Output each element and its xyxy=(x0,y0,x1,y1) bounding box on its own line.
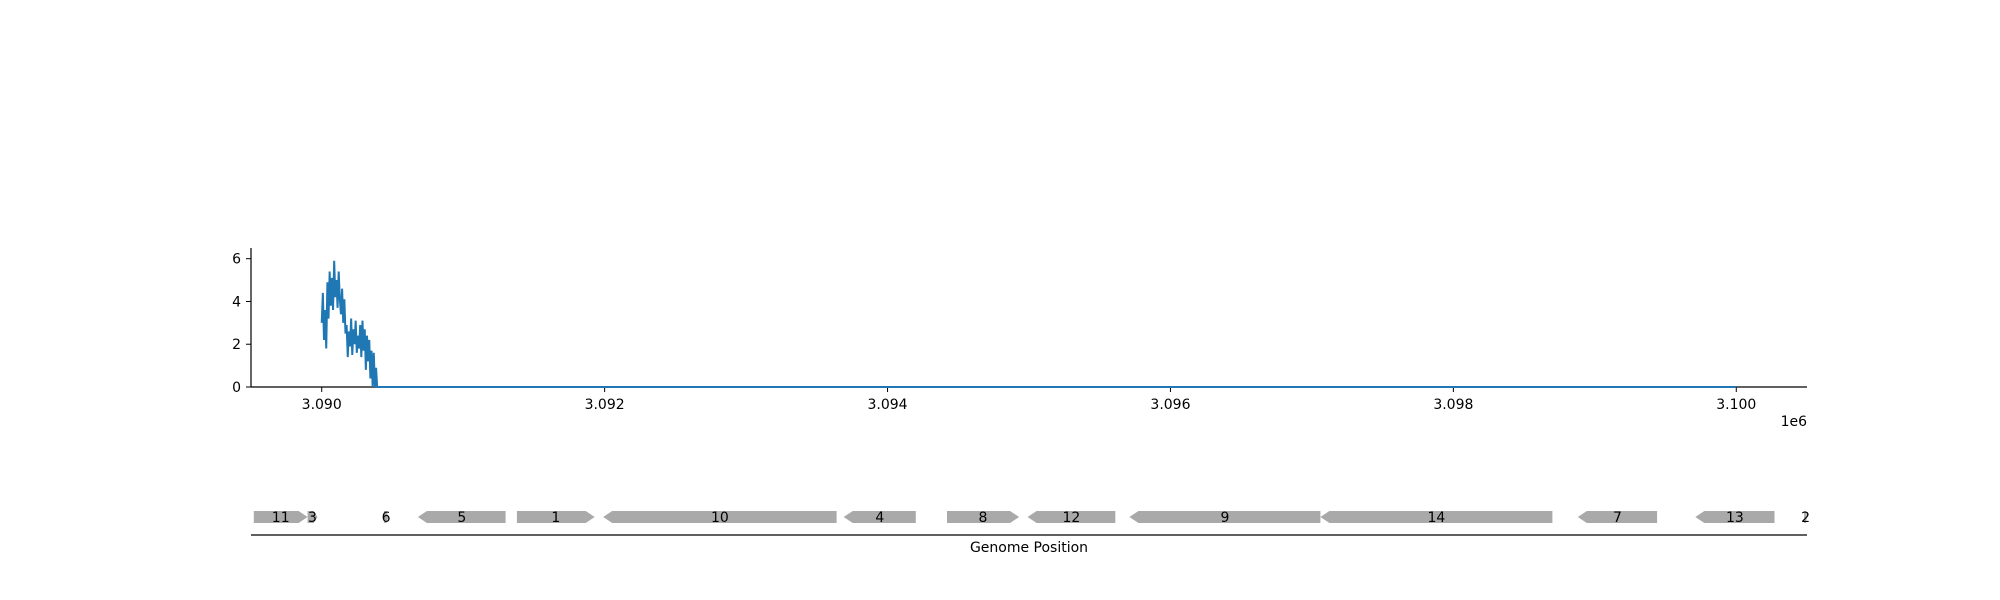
gene-feature-arrow xyxy=(516,511,595,523)
coverage-y-ticks: 0 2 4 6 xyxy=(232,252,251,396)
gene-label: 14 xyxy=(1427,510,1445,526)
x-offset-label: 1e6 xyxy=(1781,414,1808,430)
coverage-plot: 0 2 4 6 3.090 3.092 3.094 3.096 3.098 3.100 1e6 xyxy=(232,248,1807,430)
gene-label: 7 xyxy=(1613,510,1622,526)
gene-feature-arrow xyxy=(1804,511,1807,523)
coverage-series-line xyxy=(320,260,1737,388)
gene-feature-arrow xyxy=(384,511,389,523)
gene-label: 1 xyxy=(551,510,560,526)
x-tick-label: 3.100 xyxy=(1716,397,1756,413)
gene-feature-arrow xyxy=(1129,511,1321,523)
gene-feature-arrow xyxy=(843,511,916,523)
gene-label: 5 xyxy=(457,510,466,526)
gene-label: 8 xyxy=(979,510,988,526)
gene-features: 11 3 6 5 1 10 4 8 12 9 14 7 13 2 xyxy=(253,510,1810,526)
gene-feature-arrow xyxy=(603,511,837,523)
gene-map-track: 11 3 6 5 1 10 4 8 12 9 14 7 13 2 Genome Position xyxy=(251,510,1810,556)
gene-feature-arrow xyxy=(417,511,506,523)
coverage-x-ticks: 3.090 3.092 3.094 3.096 3.098 3.100 xyxy=(302,387,1756,413)
y-tick-label: 0 xyxy=(232,380,241,396)
gene-label: 6 xyxy=(382,510,391,526)
gene-label: 12 xyxy=(1062,510,1080,526)
gene-feature-arrow xyxy=(1577,511,1658,523)
gene-feature-arrow xyxy=(947,511,1020,523)
y-tick-label: 6 xyxy=(232,252,241,268)
gene-feature-arrow xyxy=(1027,511,1116,523)
x-tick-label: 3.092 xyxy=(585,397,625,413)
gene-feature-arrow xyxy=(253,511,308,523)
gene-feature-arrow xyxy=(307,511,318,523)
x-tick-label: 3.096 xyxy=(1150,397,1190,413)
gene-label: 13 xyxy=(1726,510,1744,526)
gene-label: 9 xyxy=(1220,510,1229,526)
gene-label: 11 xyxy=(272,510,290,526)
x-tick-label: 3.090 xyxy=(302,397,342,413)
gene-label: 4 xyxy=(875,510,884,526)
x-tick-label: 3.094 xyxy=(867,397,907,413)
gene-map-xlabel: Genome Position xyxy=(970,540,1088,556)
gene-label: 3 xyxy=(308,510,317,526)
y-tick-label: 4 xyxy=(232,294,241,310)
gene-label: 2 xyxy=(1801,510,1810,526)
x-tick-label: 3.098 xyxy=(1433,397,1473,413)
gene-feature-arrow xyxy=(1695,511,1775,523)
gene-label: 10 xyxy=(711,510,729,526)
y-tick-label: 2 xyxy=(232,337,241,353)
gene-feature-arrow xyxy=(1320,511,1553,523)
